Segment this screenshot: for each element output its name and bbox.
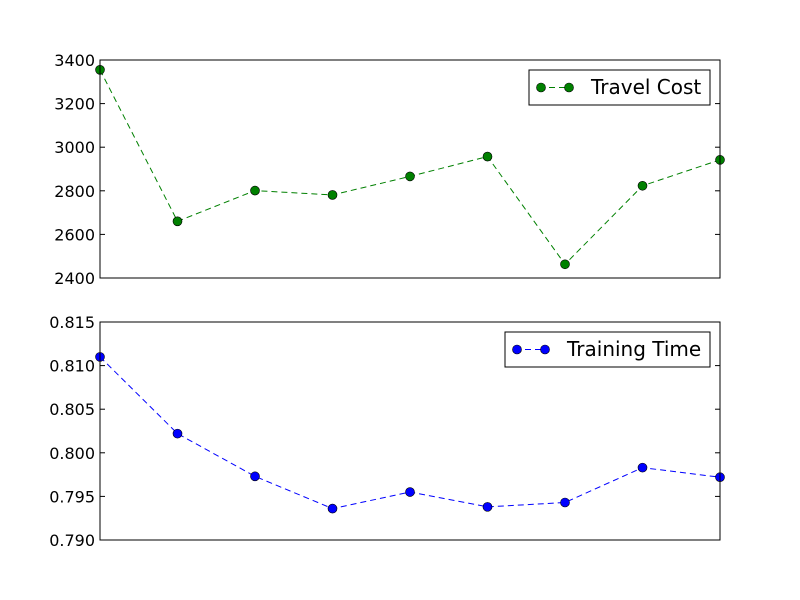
- travel-cost-y-axis: 2400 2600 2800 3000 3200 3400: [54, 51, 720, 288]
- data-point: [637, 180, 648, 191]
- training-time-y-axis: 0.790 0.795 0.800 0.805 0.810 0.815: [49, 313, 720, 550]
- data-point: [405, 171, 415, 182]
- data-point: [327, 503, 338, 514]
- y-tick-label: 0.815: [49, 313, 95, 332]
- data-point: [405, 487, 415, 497]
- legend-marker: [564, 82, 574, 93]
- data-point: [637, 462, 648, 473]
- y-tick-label: 0.790: [49, 531, 95, 550]
- y-tick-label: 0.795: [49, 487, 95, 506]
- travel-cost-series: [95, 65, 725, 270]
- subplot-travel-cost: 2400 2600 2800 3000 3200 3400 Travel Cost: [54, 51, 725, 288]
- data-point: [172, 216, 183, 227]
- y-tick-label: 0.810: [49, 357, 95, 376]
- travel-cost-legend: Travel Cost: [528, 69, 711, 106]
- legend-marker: [540, 344, 550, 355]
- legend-label: Travel Cost: [590, 75, 701, 99]
- legend-marker: [512, 344, 522, 355]
- legend-label: Training Time: [566, 337, 701, 361]
- y-tick-label: 0.805: [49, 400, 95, 419]
- y-tick-label: 2600: [54, 225, 95, 244]
- y-tick-label: 2400: [54, 269, 95, 288]
- y-tick-label: 3000: [54, 138, 95, 157]
- data-point: [172, 428, 183, 439]
- y-tick-label: 2800: [54, 182, 95, 201]
- training-time-legend: Training Time: [504, 331, 711, 368]
- subplot-training-time: 0.790 0.795 0.800 0.805 0.810 0.815 Training …: [49, 313, 725, 550]
- data-point: [327, 190, 338, 200]
- data-point: [250, 471, 260, 482]
- legend-marker: [536, 82, 546, 93]
- data-point: [482, 151, 493, 162]
- y-tick-label: 0.800: [49, 444, 95, 463]
- data-point: [560, 259, 570, 270]
- y-tick-label: 3400: [54, 51, 95, 70]
- data-point: [250, 185, 260, 196]
- data-point: [482, 502, 493, 512]
- travel-cost-axes-frame: [99, 59, 721, 279]
- y-tick-label: 3200: [54, 95, 95, 114]
- data-point: [560, 497, 570, 508]
- training-time-axes-frame: [99, 321, 721, 541]
